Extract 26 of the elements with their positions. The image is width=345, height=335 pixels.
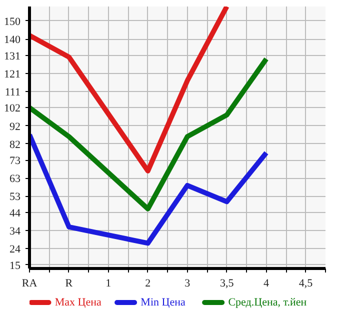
y-tick-label: 82 <box>10 138 20 151</box>
y-tick-label: 73 <box>10 155 21 168</box>
x-tick-label: 3,5 <box>220 278 234 290</box>
y-tick-label: 150 <box>4 16 21 28</box>
y-tick-label: 15 <box>10 260 21 272</box>
x-tick-label: 3 <box>184 278 191 290</box>
y-tick-label: 63 <box>10 173 21 186</box>
y-tick-label: 34 <box>10 226 21 238</box>
x-tick-label: 4 <box>264 278 270 290</box>
legend-label: Max Цена <box>54 296 102 308</box>
y-tick-label: 131 <box>4 50 20 62</box>
y-tick-label: 24 <box>10 244 21 256</box>
x-tick-label: R <box>65 278 74 290</box>
x-tick-label: 1 <box>106 278 112 290</box>
y-tick-label: 140 <box>4 34 21 46</box>
y-tick-label: 53 <box>10 191 21 204</box>
x-tick-label: 2 <box>145 278 151 290</box>
x-tick-label: 4,5 <box>298 278 314 290</box>
legend-label: Сред.Цена, т.йен <box>228 296 307 308</box>
y-tick-label: 121 <box>4 68 20 80</box>
y-tick-label: 102 <box>4 102 20 115</box>
y-tick-label: 92 <box>10 120 20 133</box>
x-tick-label: RA <box>22 278 38 290</box>
legend-label: Min Цена <box>140 296 186 308</box>
y-tick-label: 111 <box>4 86 21 98</box>
y-tick-label: 44 <box>10 207 21 220</box>
